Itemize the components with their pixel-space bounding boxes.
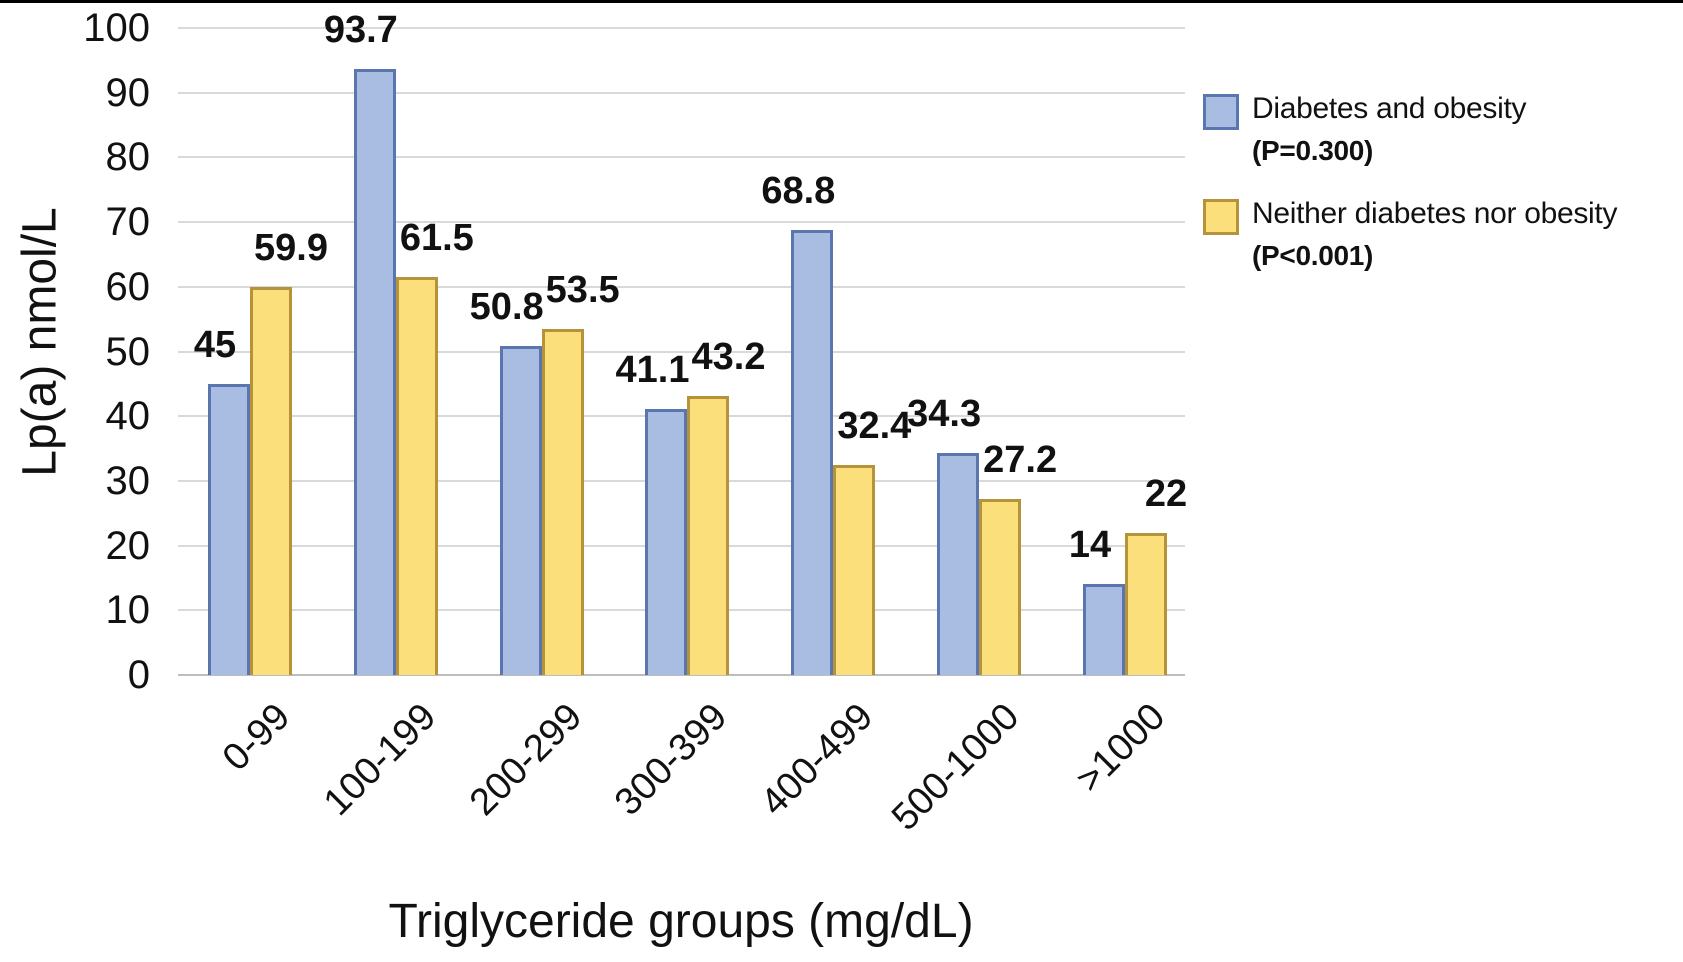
gridline bbox=[178, 221, 1185, 224]
value-label: 50.8 bbox=[469, 286, 544, 329]
x-tick-label: 500-1000 bbox=[884, 695, 1028, 839]
y-tick-label: 70 bbox=[105, 200, 151, 245]
bar-series1-0-99 bbox=[208, 383, 250, 675]
y-tick-label: 50 bbox=[105, 329, 151, 374]
x-axis-line bbox=[178, 674, 1185, 676]
x-tick-label: >1000 bbox=[1068, 695, 1174, 801]
value-label: 34.3 bbox=[907, 393, 982, 436]
x-tick-anchor: 300-399 bbox=[568, 696, 735, 824]
x-tick-anchor: >1000 bbox=[1038, 696, 1173, 801]
x-tick-anchor: 0-99 bbox=[194, 696, 298, 779]
y-tick-label: 80 bbox=[105, 135, 151, 180]
gridline bbox=[178, 27, 1185, 29]
value-label: 68.8 bbox=[761, 169, 836, 212]
bar-series2->1000 bbox=[1124, 532, 1167, 675]
bar-series2-500-1000 bbox=[979, 499, 1022, 675]
gridline bbox=[178, 156, 1185, 159]
legend-label: Neither diabetes nor obesity bbox=[1252, 197, 1618, 230]
legend-entry-neither: Neither diabetes nor obesity (P<0.001) bbox=[1203, 197, 1617, 272]
value-label: 32.4 bbox=[837, 405, 912, 448]
value-label: 45 bbox=[193, 323, 237, 366]
value-label: 53.5 bbox=[545, 268, 620, 311]
value-label: 22 bbox=[1144, 472, 1188, 515]
value-label: 27.2 bbox=[983, 439, 1058, 482]
legend-text-diabetes-obesity: Diabetes and obesity (P=0.300) bbox=[1252, 92, 1526, 167]
plot-area: 45 59.9 93.7 61.5 50.8 53.5 41.1 43.2 68.8 32.4 34… bbox=[178, 11, 1188, 676]
x-axis-title: Triglyceride groups (mg/dL) bbox=[388, 895, 974, 948]
legend-entry-diabetes-obesity: Diabetes and obesity (P=0.300) bbox=[1203, 92, 1617, 167]
legend: Diabetes and obesity (P=0.300) Neither d… bbox=[1203, 92, 1617, 272]
value-label: 43.2 bbox=[691, 335, 766, 378]
legend-text-neither: Neither diabetes nor obesity (P<0.001) bbox=[1252, 197, 1617, 272]
bar-series1-100-199 bbox=[353, 68, 396, 675]
value-label: 41.1 bbox=[615, 349, 690, 392]
x-tick-anchor: 500-1000 bbox=[839, 696, 1027, 839]
value-label: 93.7 bbox=[323, 8, 398, 51]
gridline bbox=[178, 285, 1185, 288]
y-tick-label: 100 bbox=[83, 6, 150, 50]
y-tick-label: 30 bbox=[105, 458, 151, 503]
bar-series2-0-99 bbox=[250, 287, 292, 675]
y-tick-label: 10 bbox=[105, 588, 151, 633]
bar-series2-400-499 bbox=[833, 465, 876, 675]
bar-series1-500-1000 bbox=[937, 453, 980, 675]
x-tick-anchor: 100-199 bbox=[276, 696, 444, 824]
y-tick-label: 0 bbox=[127, 653, 150, 697]
legend-swatch-neither bbox=[1203, 199, 1239, 235]
bar-series1-200-299 bbox=[499, 346, 542, 675]
legend-p-value: (P<0.001) bbox=[1252, 240, 1374, 271]
value-label: 61.5 bbox=[399, 217, 474, 260]
y-tick-label: 40 bbox=[105, 394, 151, 439]
legend-swatch-diabetes-obesity bbox=[1203, 94, 1239, 130]
bar-series2-100-199 bbox=[395, 277, 438, 675]
y-tick-label: 90 bbox=[105, 70, 151, 115]
legend-label: Diabetes and obesity bbox=[1252, 92, 1527, 125]
bar-series1->1000 bbox=[1082, 584, 1125, 675]
y-tick-label: 60 bbox=[105, 264, 151, 309]
bar-series2-200-299 bbox=[541, 328, 584, 675]
value-label: 59.9 bbox=[254, 227, 328, 270]
gridline bbox=[178, 350, 1185, 353]
figure-top-border bbox=[0, 0, 1683, 3]
y-tick-label: 20 bbox=[105, 523, 151, 568]
x-tick-anchor: 200-299 bbox=[422, 696, 590, 824]
bar-series1-300-399 bbox=[645, 409, 688, 675]
value-label: 14 bbox=[1068, 524, 1112, 567]
bar-series2-300-399 bbox=[687, 395, 730, 675]
gridline bbox=[178, 91, 1185, 94]
legend-p-value: (P=0.300) bbox=[1252, 135, 1374, 166]
x-tick-anchor: 400-499 bbox=[714, 696, 881, 824]
bar-series1-400-499 bbox=[791, 229, 834, 675]
